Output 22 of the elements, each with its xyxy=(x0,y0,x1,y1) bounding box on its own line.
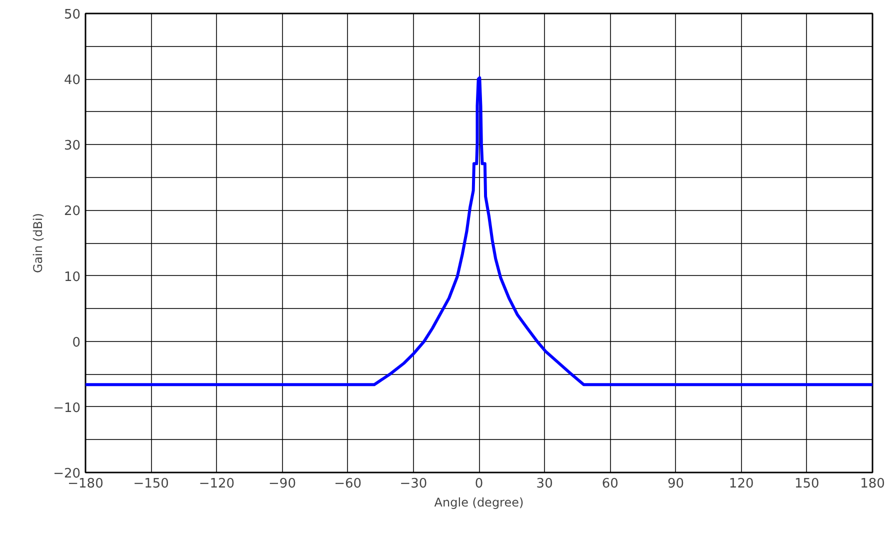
x-tick-label: 150 xyxy=(794,476,820,492)
x-tick-label: 0 xyxy=(474,476,484,492)
line-series xyxy=(86,76,872,386)
x-tick-label: −90 xyxy=(268,476,296,492)
x-tick-label: 60 xyxy=(602,476,618,492)
y-tick-label: 50 xyxy=(64,8,81,22)
y-axis-title: Gain (dBi) xyxy=(31,213,46,273)
y-tick-label: 40 xyxy=(64,73,81,88)
y-tick-label: 0 xyxy=(72,335,81,350)
y-tick-label: 30 xyxy=(64,138,81,154)
x-tick-label: 90 xyxy=(667,476,684,492)
x-tick-label: 180 xyxy=(860,476,885,492)
y-tick-label: 20 xyxy=(64,204,81,220)
x-tick-label: 120 xyxy=(728,476,754,492)
x-tick-label: −30 xyxy=(400,476,428,492)
x-tick-label: −60 xyxy=(334,476,362,492)
x-axis-title: Angle (degree) xyxy=(434,496,524,510)
y-tick-label: 10 xyxy=(64,270,81,285)
x-tick-label: −150 xyxy=(133,476,169,492)
x-tick-label: −120 xyxy=(198,476,235,492)
x-tick-label: 30 xyxy=(536,476,553,492)
y-tick-label: −10 xyxy=(53,400,81,416)
